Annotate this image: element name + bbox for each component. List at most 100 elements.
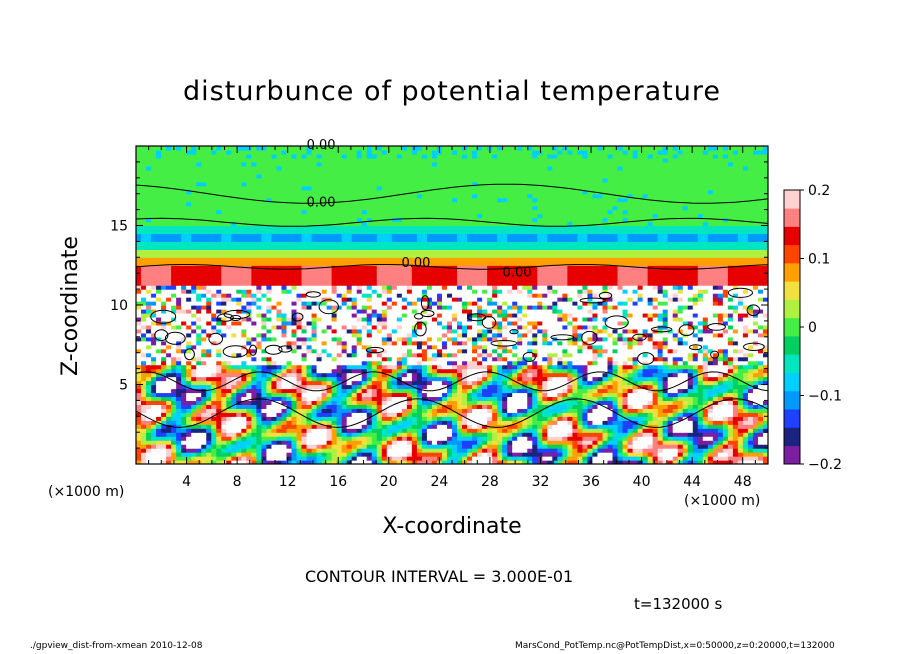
heatmap-cell [301, 444, 308, 449]
heatmap-cell [682, 348, 689, 354]
heatmap-cell [176, 308, 182, 314]
heatmap-cell [446, 368, 453, 374]
heatmap-cell [537, 340, 543, 346]
heatmap-cell [587, 448, 594, 453]
heatmap-cell [587, 312, 594, 318]
heatmap-cell [391, 360, 398, 366]
heatmap-cell [617, 316, 624, 322]
heatmap-cell [401, 396, 408, 402]
heatmap-cell [396, 448, 403, 453]
heatmap-cell [361, 444, 368, 449]
heatmap-cell [587, 372, 594, 378]
heatmap-cell [236, 360, 242, 366]
heatmap-cell [612, 388, 619, 394]
heatmap-cell [732, 376, 739, 382]
heatmap-cell [582, 436, 589, 441]
heatmap-cell [436, 396, 443, 402]
heatmap-cell [552, 328, 558, 334]
heatmap-cell [452, 324, 458, 330]
heatmap-cell [221, 440, 227, 445]
heatmap-cell [361, 324, 368, 330]
heatmap-cell [246, 420, 252, 425]
heatmap-cell [757, 356, 764, 362]
heatmap-cell [487, 420, 493, 425]
heatmap-cell [326, 356, 333, 362]
heatmap-cell [607, 428, 614, 433]
heatmap-cell [757, 436, 764, 441]
heatmap-cell [692, 416, 699, 421]
heatmap-cell [592, 424, 599, 429]
heatmap-cell [151, 428, 157, 433]
heatmap-cell [517, 388, 523, 394]
heatmap-cell [687, 372, 694, 378]
heatmap-cell [136, 448, 142, 453]
heatmap-cell [371, 320, 378, 326]
heatmap-cell [431, 360, 438, 366]
heatmap-cell [472, 344, 478, 350]
heatmap-cell [256, 308, 262, 314]
heatmap-cell [647, 420, 654, 425]
heatmap-cell [341, 456, 348, 461]
heatmap-cell [737, 352, 744, 358]
heatmap-cell [677, 336, 684, 342]
heatmap-cell [431, 420, 438, 425]
heatmap-cell [211, 364, 217, 370]
heatmap-cell [266, 372, 273, 378]
heatmap-cell [552, 320, 558, 326]
heatmap-cell [682, 420, 689, 425]
heatmap-cell [406, 452, 413, 457]
heatmap-cell [191, 460, 197, 464]
heatmap-cell [477, 340, 483, 346]
heatmap-cell [291, 432, 298, 437]
heatmap-cell [396, 384, 403, 390]
heatmap-cell [186, 332, 192, 338]
heatmap-cell [316, 340, 323, 346]
heatmap-cell [351, 416, 358, 421]
heatmap-cell [672, 352, 679, 358]
heatmap-cell [592, 340, 599, 346]
heatmap-cell [361, 340, 368, 346]
heatmap-cell [346, 380, 353, 386]
heatmap-cell [236, 332, 242, 338]
heatmap-cell [266, 452, 273, 457]
heatmap-cell [607, 408, 614, 413]
heatmap-cell [737, 460, 744, 464]
heatmap-cell [742, 368, 749, 374]
heatmap-cell [762, 440, 768, 445]
heatmap-cell [522, 436, 528, 441]
heatmap-cell [647, 412, 654, 417]
heatmap-cell [301, 412, 308, 417]
heatmap-cell [622, 392, 629, 398]
heatmap-cell [692, 376, 699, 382]
heatmap-cell [326, 305, 333, 310]
heatmap-cell [582, 448, 589, 453]
heatmap-cell [351, 360, 358, 366]
heatmap-cell [276, 368, 283, 374]
heatmap-cell [166, 392, 172, 398]
heatmap-cell [512, 324, 518, 330]
heatmap-cell [141, 392, 147, 398]
heatmap-cell [206, 348, 212, 354]
heatmap-cell [391, 308, 398, 314]
heatmap-cell [692, 336, 699, 342]
heatmap-cell [256, 312, 262, 318]
heatmap-cell [462, 364, 468, 370]
heatmap-cell [497, 316, 503, 322]
heatmap-cell [376, 396, 383, 402]
heatmap-cell [632, 332, 639, 338]
heatmap-cell [602, 348, 609, 354]
heatmap-cell [216, 388, 222, 394]
heatmap-cell [221, 340, 227, 346]
heatmap-cell [602, 384, 609, 390]
heatmap-cell [702, 440, 709, 445]
heatmap-cell [452, 396, 458, 402]
heatmap-cell [462, 452, 468, 457]
heatmap-cell [497, 404, 503, 409]
heatmap-cell [226, 352, 232, 358]
heatmap-cell [206, 396, 212, 402]
heatmap-cell [687, 416, 694, 421]
heatmap-cell [276, 404, 283, 409]
heatmap-cell [737, 328, 744, 334]
heatmap-cell [742, 308, 749, 314]
heatmap-cell [627, 384, 634, 390]
